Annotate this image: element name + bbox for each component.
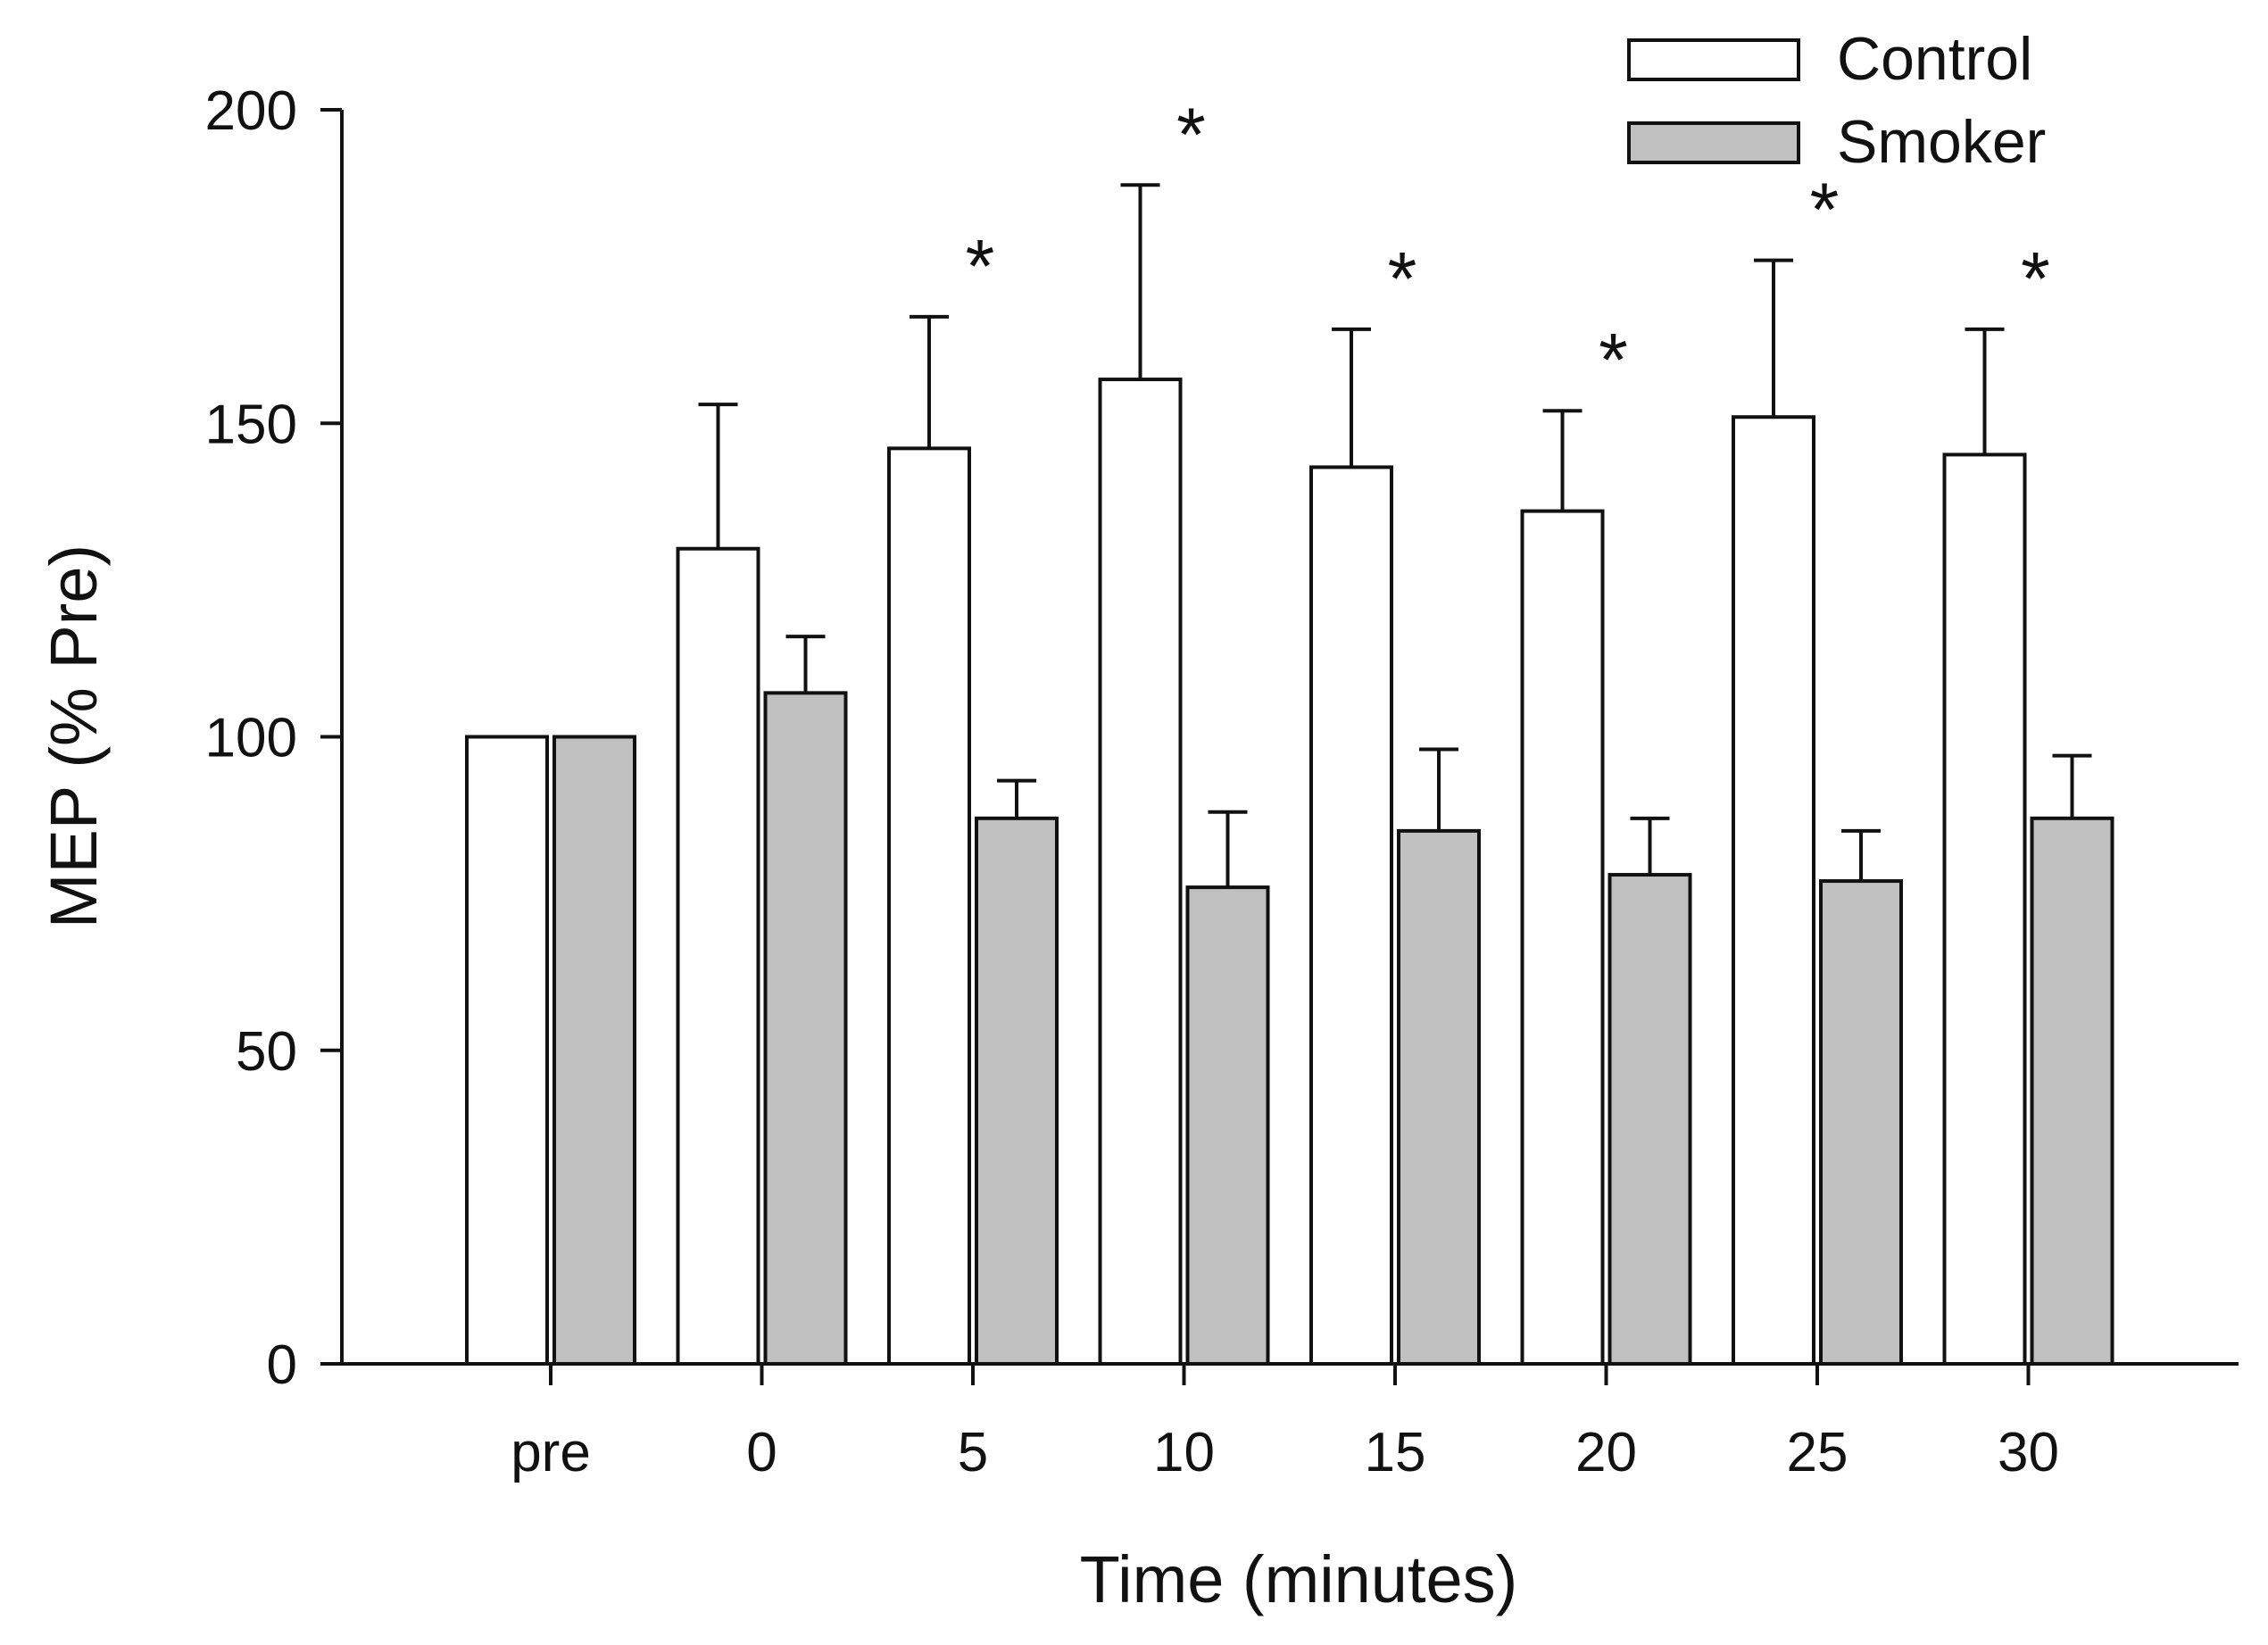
x-tick-label: 25 xyxy=(1787,1422,1848,1483)
bar-control-20 xyxy=(1520,509,1605,1366)
bar-smoker-20 xyxy=(1608,873,1692,1366)
y-axis-title: MEP (% Pre) xyxy=(37,544,111,928)
x-tick-label: pre xyxy=(511,1422,591,1483)
bar-control-10 xyxy=(1098,378,1183,1367)
y-tick-label: 100 xyxy=(205,708,297,769)
bar-control-30 xyxy=(1942,453,2027,1366)
x-tick-label: 20 xyxy=(1575,1422,1637,1483)
bar-smoker-30 xyxy=(2030,816,2114,1366)
bar-smoker-5 xyxy=(975,816,1059,1366)
legend-label-smoker: Smoker xyxy=(1837,108,2046,176)
bar-smoker-0 xyxy=(763,691,848,1366)
legend-swatch-smoker xyxy=(1627,121,1800,164)
y-tick-label: 150 xyxy=(205,394,297,455)
significance-asterisk-25: * xyxy=(1810,168,1840,252)
x-tick-label: 30 xyxy=(1998,1422,2059,1483)
bar-smoker-15 xyxy=(1397,828,1481,1366)
bar-smoker-25 xyxy=(1819,879,1903,1366)
legend: Control Smoker xyxy=(1627,25,2046,176)
x-tick-label: 10 xyxy=(1153,1422,1215,1483)
bar-smoker-pre xyxy=(552,735,636,1366)
bar-control-15 xyxy=(1309,465,1393,1366)
bars-layer xyxy=(465,378,2114,1367)
y-tick-label: 200 xyxy=(205,80,297,142)
significance-asterisk-5: * xyxy=(966,224,995,308)
x-tick-label: 15 xyxy=(1365,1422,1426,1483)
significance-asterisk-20: * xyxy=(1599,318,1628,402)
x-tick-label: 0 xyxy=(746,1422,777,1483)
bar-control-5 xyxy=(887,446,971,1367)
bar-control-0 xyxy=(676,546,760,1366)
y-tick-label: 0 xyxy=(267,1334,297,1396)
error-bars-layer xyxy=(698,183,2092,888)
bar-smoker-10 xyxy=(1185,885,1270,1366)
significance-layer: * * * * * * xyxy=(966,92,2050,402)
y-tick-label: 50 xyxy=(236,1021,297,1083)
significance-asterisk-10: * xyxy=(1176,92,1206,176)
x-tick-label: 5 xyxy=(958,1422,988,1483)
legend-label-control: Control xyxy=(1837,25,2032,93)
bar-control-25 xyxy=(1732,415,1815,1367)
ticks-layer: 0 50 100 150 200 pre 0 5 10 15 20 25 30 xyxy=(205,80,2059,1483)
significance-asterisk-30: * xyxy=(2021,237,2050,320)
significance-asterisk-15: * xyxy=(1388,237,1417,320)
bar-control-pre xyxy=(465,735,549,1366)
x-axis-title: Time (minutes) xyxy=(1080,1542,1518,1616)
legend-swatch-control xyxy=(1627,38,1800,81)
